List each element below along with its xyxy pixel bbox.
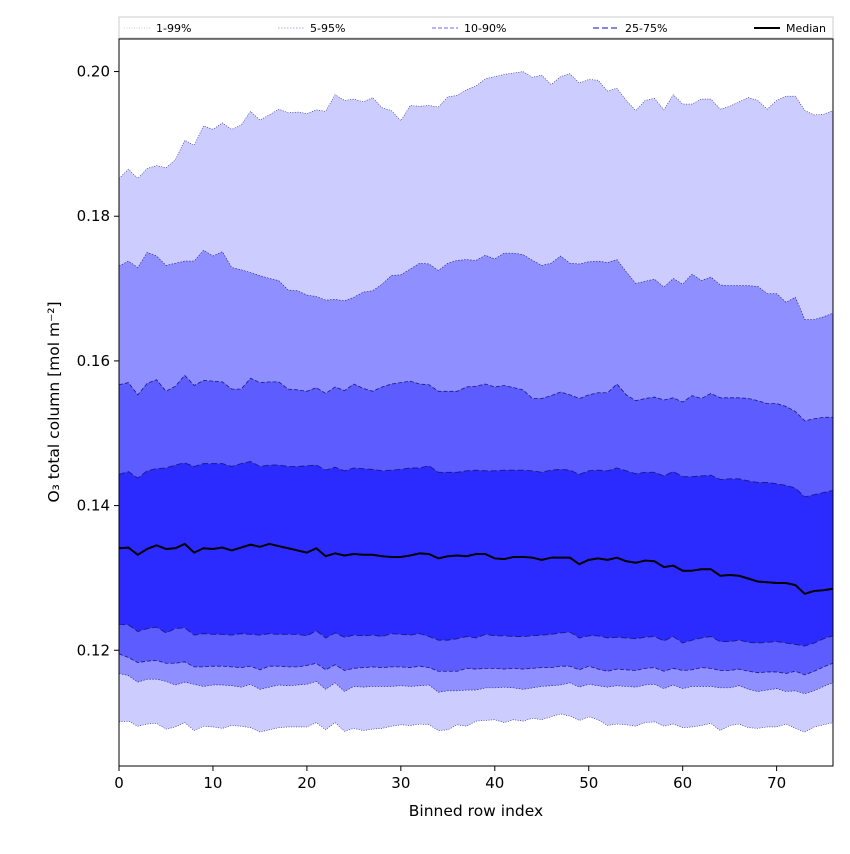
x-tick-label: 70 — [767, 774, 786, 792]
y-axis-title: O₃ total column [mol m⁻²] — [45, 301, 63, 502]
band-edge-lower-1-99% — [118, 713, 834, 733]
legend: 1-99% 5-95% 10-90% 25-75% Median — [118, 16, 834, 39]
median-layer — [118, 542, 834, 595]
x-tick-label: 20 — [297, 774, 316, 792]
legend-label-10-90%: 10-90% — [464, 22, 506, 35]
y-tick-label: 0.20 — [77, 63, 110, 81]
median-line — [118, 542, 834, 595]
y-tick-label: 0.14 — [77, 497, 110, 515]
x-tick-label: 30 — [391, 774, 410, 792]
band-edge-upper-10-90% — [118, 374, 833, 422]
quantile-bands — [118, 71, 834, 733]
band-edge-upper-1-99% — [118, 71, 834, 180]
x-tick-label: 10 — [203, 774, 222, 792]
band-edge-lower-5-95% — [118, 673, 834, 694]
legend-label-Median: Median — [786, 22, 826, 35]
x-tick-label: 50 — [579, 774, 598, 792]
legend-label-25-75%: 25-75% — [625, 22, 667, 35]
x-axis-title: Binned row index — [409, 802, 543, 820]
legend-label-1-99%: 1-99% — [156, 22, 191, 35]
y-tick-label: 0.18 — [77, 207, 110, 225]
x-tick-label: 60 — [673, 774, 692, 792]
legend-box — [118, 16, 834, 39]
y-tick-label: 0.16 — [77, 352, 110, 370]
band-edge-upper-25-75% — [118, 460, 834, 498]
x-tick-label: 0 — [114, 774, 124, 792]
axes: 0 10 20 30 40 50 60 70 0.12 0.14 0.16 0.18 0.20 — [77, 38, 834, 792]
band-edge-lower-25-75% — [118, 623, 834, 647]
plot-frame — [118, 38, 834, 767]
band-edge-lower-10-90% — [118, 653, 834, 676]
legend-label-5-95%: 5-95% — [310, 22, 345, 35]
y-tick-label: 0.12 — [77, 641, 110, 659]
x-tick-label: 40 — [485, 774, 504, 792]
